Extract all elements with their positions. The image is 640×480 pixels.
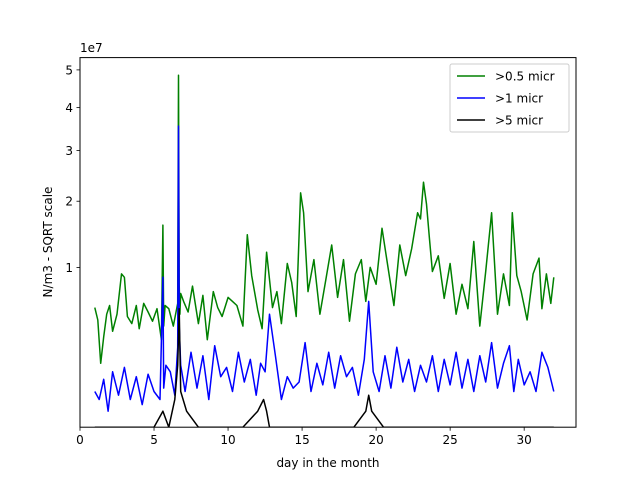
y-tick-label: 4 <box>65 101 73 115</box>
x-axis: 0 5 10 15 20 25 30 <box>76 427 532 447</box>
y-tick-label: 3 <box>65 144 73 158</box>
x-tick-label: 15 <box>294 433 309 447</box>
legend-label-2: >1 micr <box>495 92 543 106</box>
x-tick-label: 25 <box>443 433 458 447</box>
x-tick-label: 0 <box>76 433 84 447</box>
plot-frame <box>79 57 577 428</box>
x-tick-label: 5 <box>150 433 158 447</box>
x-tick-label: 10 <box>220 433 235 447</box>
y-axis: 1 2 3 4 5 <box>65 63 80 275</box>
y-axis-label: N/m3 - SQRT scale <box>41 187 55 298</box>
series-line-1 <box>94 74 555 365</box>
legend-label-3: >5 micr <box>495 114 543 128</box>
x-tick-label: 20 <box>368 433 383 447</box>
legend-label-1: >0.5 micr <box>495 70 555 84</box>
x-tick-label: 30 <box>517 433 532 447</box>
legend: >0.5 micr >1 micr >5 micr <box>449 63 570 133</box>
legend-box <box>449 63 570 133</box>
y-tick-label: 2 <box>65 195 73 209</box>
y-tick-label: 1 <box>65 261 73 275</box>
y-offset-label: 1e7 <box>80 41 103 55</box>
y-tick-label: 5 <box>65 63 73 77</box>
series-line-2 <box>94 125 555 412</box>
x-axis-label: day in the month <box>276 456 379 470</box>
